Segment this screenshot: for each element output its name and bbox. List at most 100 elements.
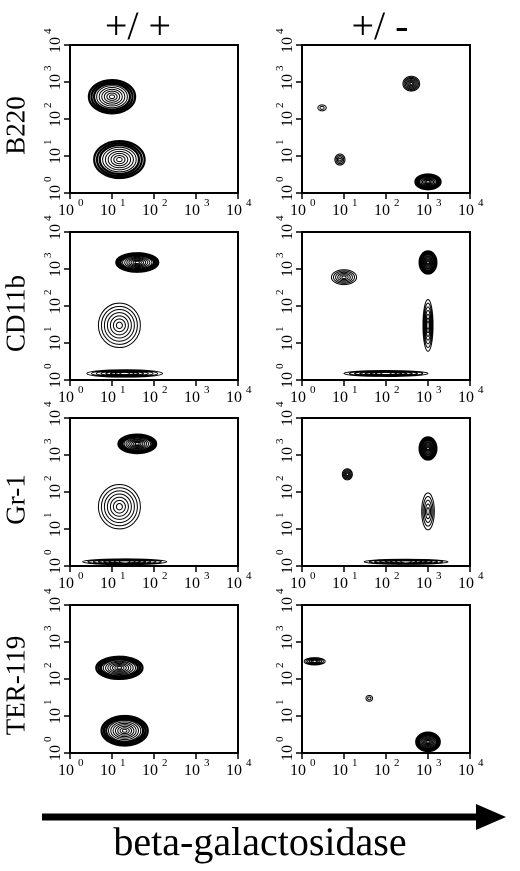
y-tick-group: 10 4 xyxy=(42,588,64,613)
y-tick-exponent: 1 xyxy=(274,700,286,706)
contour-line xyxy=(105,660,134,676)
contour-group xyxy=(330,250,438,377)
y-tick-exponent: 3 xyxy=(274,252,286,258)
contour-line xyxy=(107,719,142,742)
y-tick-group: 10 0 xyxy=(274,736,296,761)
y-tick-label: 10 xyxy=(47,634,64,650)
x-tick-label: 10 xyxy=(226,389,242,406)
contour-line xyxy=(95,142,143,178)
x-tick-exponent: 3 xyxy=(204,570,210,582)
x-tick-label: 10 xyxy=(184,762,200,779)
contour-line xyxy=(115,503,123,511)
y-tick-group: 102 xyxy=(42,290,64,315)
contour-line xyxy=(92,82,132,111)
contour-line xyxy=(423,738,433,746)
contour-line xyxy=(423,178,433,185)
contour-line xyxy=(342,469,352,480)
y-tick-group: 10 0 xyxy=(42,176,64,201)
x-tick-exponent: 1 xyxy=(352,757,358,769)
y-tick-label: 10 xyxy=(47,558,64,574)
contour-line xyxy=(124,256,151,269)
y-tick-exponent: 2 xyxy=(274,663,286,669)
y-tick-group: 101 xyxy=(274,140,296,165)
x-tick-label: 10 xyxy=(184,575,200,592)
x-tick-exponent: 0 xyxy=(78,384,84,396)
contour-line xyxy=(367,696,372,701)
y-tick-group: 10 3 xyxy=(274,252,296,277)
y-tick-label: 10 xyxy=(279,111,296,127)
y-tick-exponent: 0 xyxy=(274,736,286,742)
y-tick-label: 10 xyxy=(47,261,64,277)
contour-line xyxy=(106,312,132,339)
column-title-heterozygous: +/ - xyxy=(351,3,409,48)
x-tick-exponent: 4 xyxy=(478,384,484,396)
y-tick-exponent: 3 xyxy=(42,625,54,631)
contour-line xyxy=(106,92,118,101)
contour-line xyxy=(109,662,130,673)
contour-line xyxy=(87,78,137,115)
y-tick-group: 10 4 xyxy=(274,588,296,613)
x-tick-exponent: 3 xyxy=(204,384,210,396)
y-tick-group: 101 xyxy=(42,327,64,352)
x-tick-exponent: 4 xyxy=(246,197,252,209)
x-tick-label: 10 xyxy=(58,389,74,406)
y-tick-label: 10 xyxy=(279,148,296,164)
contour-line xyxy=(131,440,144,448)
x-tick-exponent: 1 xyxy=(120,757,126,769)
x-tick-exponent: 0 xyxy=(310,384,316,396)
y-tick-label: 10 xyxy=(279,671,296,687)
y-tick-group: 101 xyxy=(274,700,296,725)
y-tick-exponent: 1 xyxy=(42,513,54,519)
contour-line xyxy=(133,441,142,447)
contour-line xyxy=(97,302,141,349)
y-tick-group: 101 xyxy=(42,140,64,165)
y-tick-group: 101 xyxy=(274,513,296,538)
y-tick-label: 10 xyxy=(47,671,64,687)
y-tick-exponent: 2 xyxy=(274,476,286,482)
contour-line xyxy=(97,484,141,530)
contour-line xyxy=(426,321,430,330)
contour-line xyxy=(424,179,432,185)
y-tick-label: 10 xyxy=(47,335,64,351)
contour-group xyxy=(303,657,441,753)
contour-line xyxy=(113,154,126,165)
x-tick-exponent: 0 xyxy=(78,570,84,582)
y-tick-label: 10 xyxy=(279,708,296,724)
contour-line xyxy=(100,305,138,345)
contour-line xyxy=(308,658,321,664)
x-tick-label: 10 xyxy=(290,389,306,406)
x-tick-label: 10 xyxy=(290,762,306,779)
x-tick-label: 10 xyxy=(332,389,348,406)
contour-line xyxy=(420,177,436,187)
y-tick-exponent: 1 xyxy=(42,327,54,333)
x-tick-label: 10 xyxy=(142,389,158,406)
contour-line xyxy=(426,446,430,451)
y-tick-group: 10 0 xyxy=(274,549,296,574)
contour-line xyxy=(103,90,121,103)
contour-line xyxy=(98,144,141,176)
contour-line xyxy=(422,298,434,352)
x-tick-exponent: 2 xyxy=(394,570,400,582)
contour-line xyxy=(369,371,403,376)
y-tick-label: 10 xyxy=(279,74,296,90)
column-title-wildtype: +/ + xyxy=(104,3,172,48)
x-tick-exponent: 1 xyxy=(120,570,126,582)
contour-line xyxy=(335,271,353,283)
contour-line xyxy=(338,157,342,162)
contour-line xyxy=(334,153,346,166)
y-tick-group: 102 xyxy=(274,476,296,501)
x-tick-label: 10 xyxy=(332,575,348,592)
contour-line xyxy=(134,442,140,446)
x-tick-exponent: 3 xyxy=(204,197,210,209)
y-tick-group: 10 0 xyxy=(274,363,296,388)
contour-line xyxy=(114,665,125,671)
contour-line xyxy=(115,252,160,273)
y-tick-exponent: 0 xyxy=(42,176,54,182)
contour-line xyxy=(86,369,163,378)
contour-line xyxy=(93,139,146,180)
y-tick-exponent: 0 xyxy=(42,736,54,742)
x-tick-label: 10 xyxy=(58,575,74,592)
contour-line xyxy=(418,436,438,461)
